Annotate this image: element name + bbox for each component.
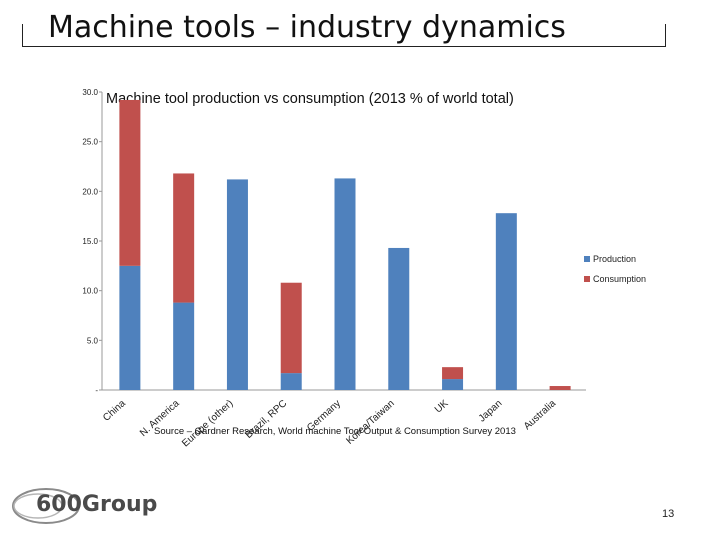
y-tick-label: 25.0 [82, 138, 98, 147]
bar-production [495, 213, 517, 390]
page-number: 13 [662, 508, 675, 520]
bar-consumption [442, 367, 464, 380]
x-tick-label: UK [433, 398, 451, 416]
bar-consumption [280, 282, 302, 374]
title-underline [22, 46, 666, 47]
bar-consumption [119, 99, 141, 266]
600group-logo-icon [12, 488, 80, 524]
title-frame-right [665, 24, 666, 46]
slide-title: Machine tools – industry dynamics [48, 10, 566, 45]
bar-production [173, 302, 195, 390]
legend-label-consumption: Consumption [593, 274, 646, 284]
legend-swatch-production [584, 256, 590, 262]
bar-production [442, 379, 464, 390]
legend-swatch-consumption [584, 276, 590, 282]
y-tick-label: 20.0 [82, 187, 98, 196]
x-tick-label: Japan [477, 398, 505, 424]
legend-label-production: Production [593, 254, 636, 264]
x-tick-label: China [101, 398, 128, 424]
y-tick-label: 15.0 [82, 237, 98, 246]
x-tick-label: Korea/Taiwan [344, 398, 396, 447]
bar-production [388, 247, 410, 390]
logo-text: 600Group [36, 492, 158, 517]
title-frame-left [22, 24, 23, 46]
x-tick-label: Australia [522, 398, 559, 433]
chart-source-note: Source – Gardner Research, World machine… [154, 426, 516, 437]
y-tick-label: 10.0 [82, 287, 98, 296]
x-tick-label: Europe (other) [180, 398, 235, 449]
bar-production [334, 178, 356, 390]
bar-consumption [549, 386, 571, 390]
bar-production [226, 179, 248, 390]
bar-production [119, 265, 141, 390]
y-tick-label: 5.0 [87, 336, 99, 345]
chart-title: Machine tool production vs consumption (… [106, 91, 514, 107]
y-tick-label: 30.0 [82, 88, 98, 97]
y-tick-label: - [95, 386, 98, 395]
bar-production [280, 373, 302, 390]
bar-consumption [173, 173, 195, 303]
